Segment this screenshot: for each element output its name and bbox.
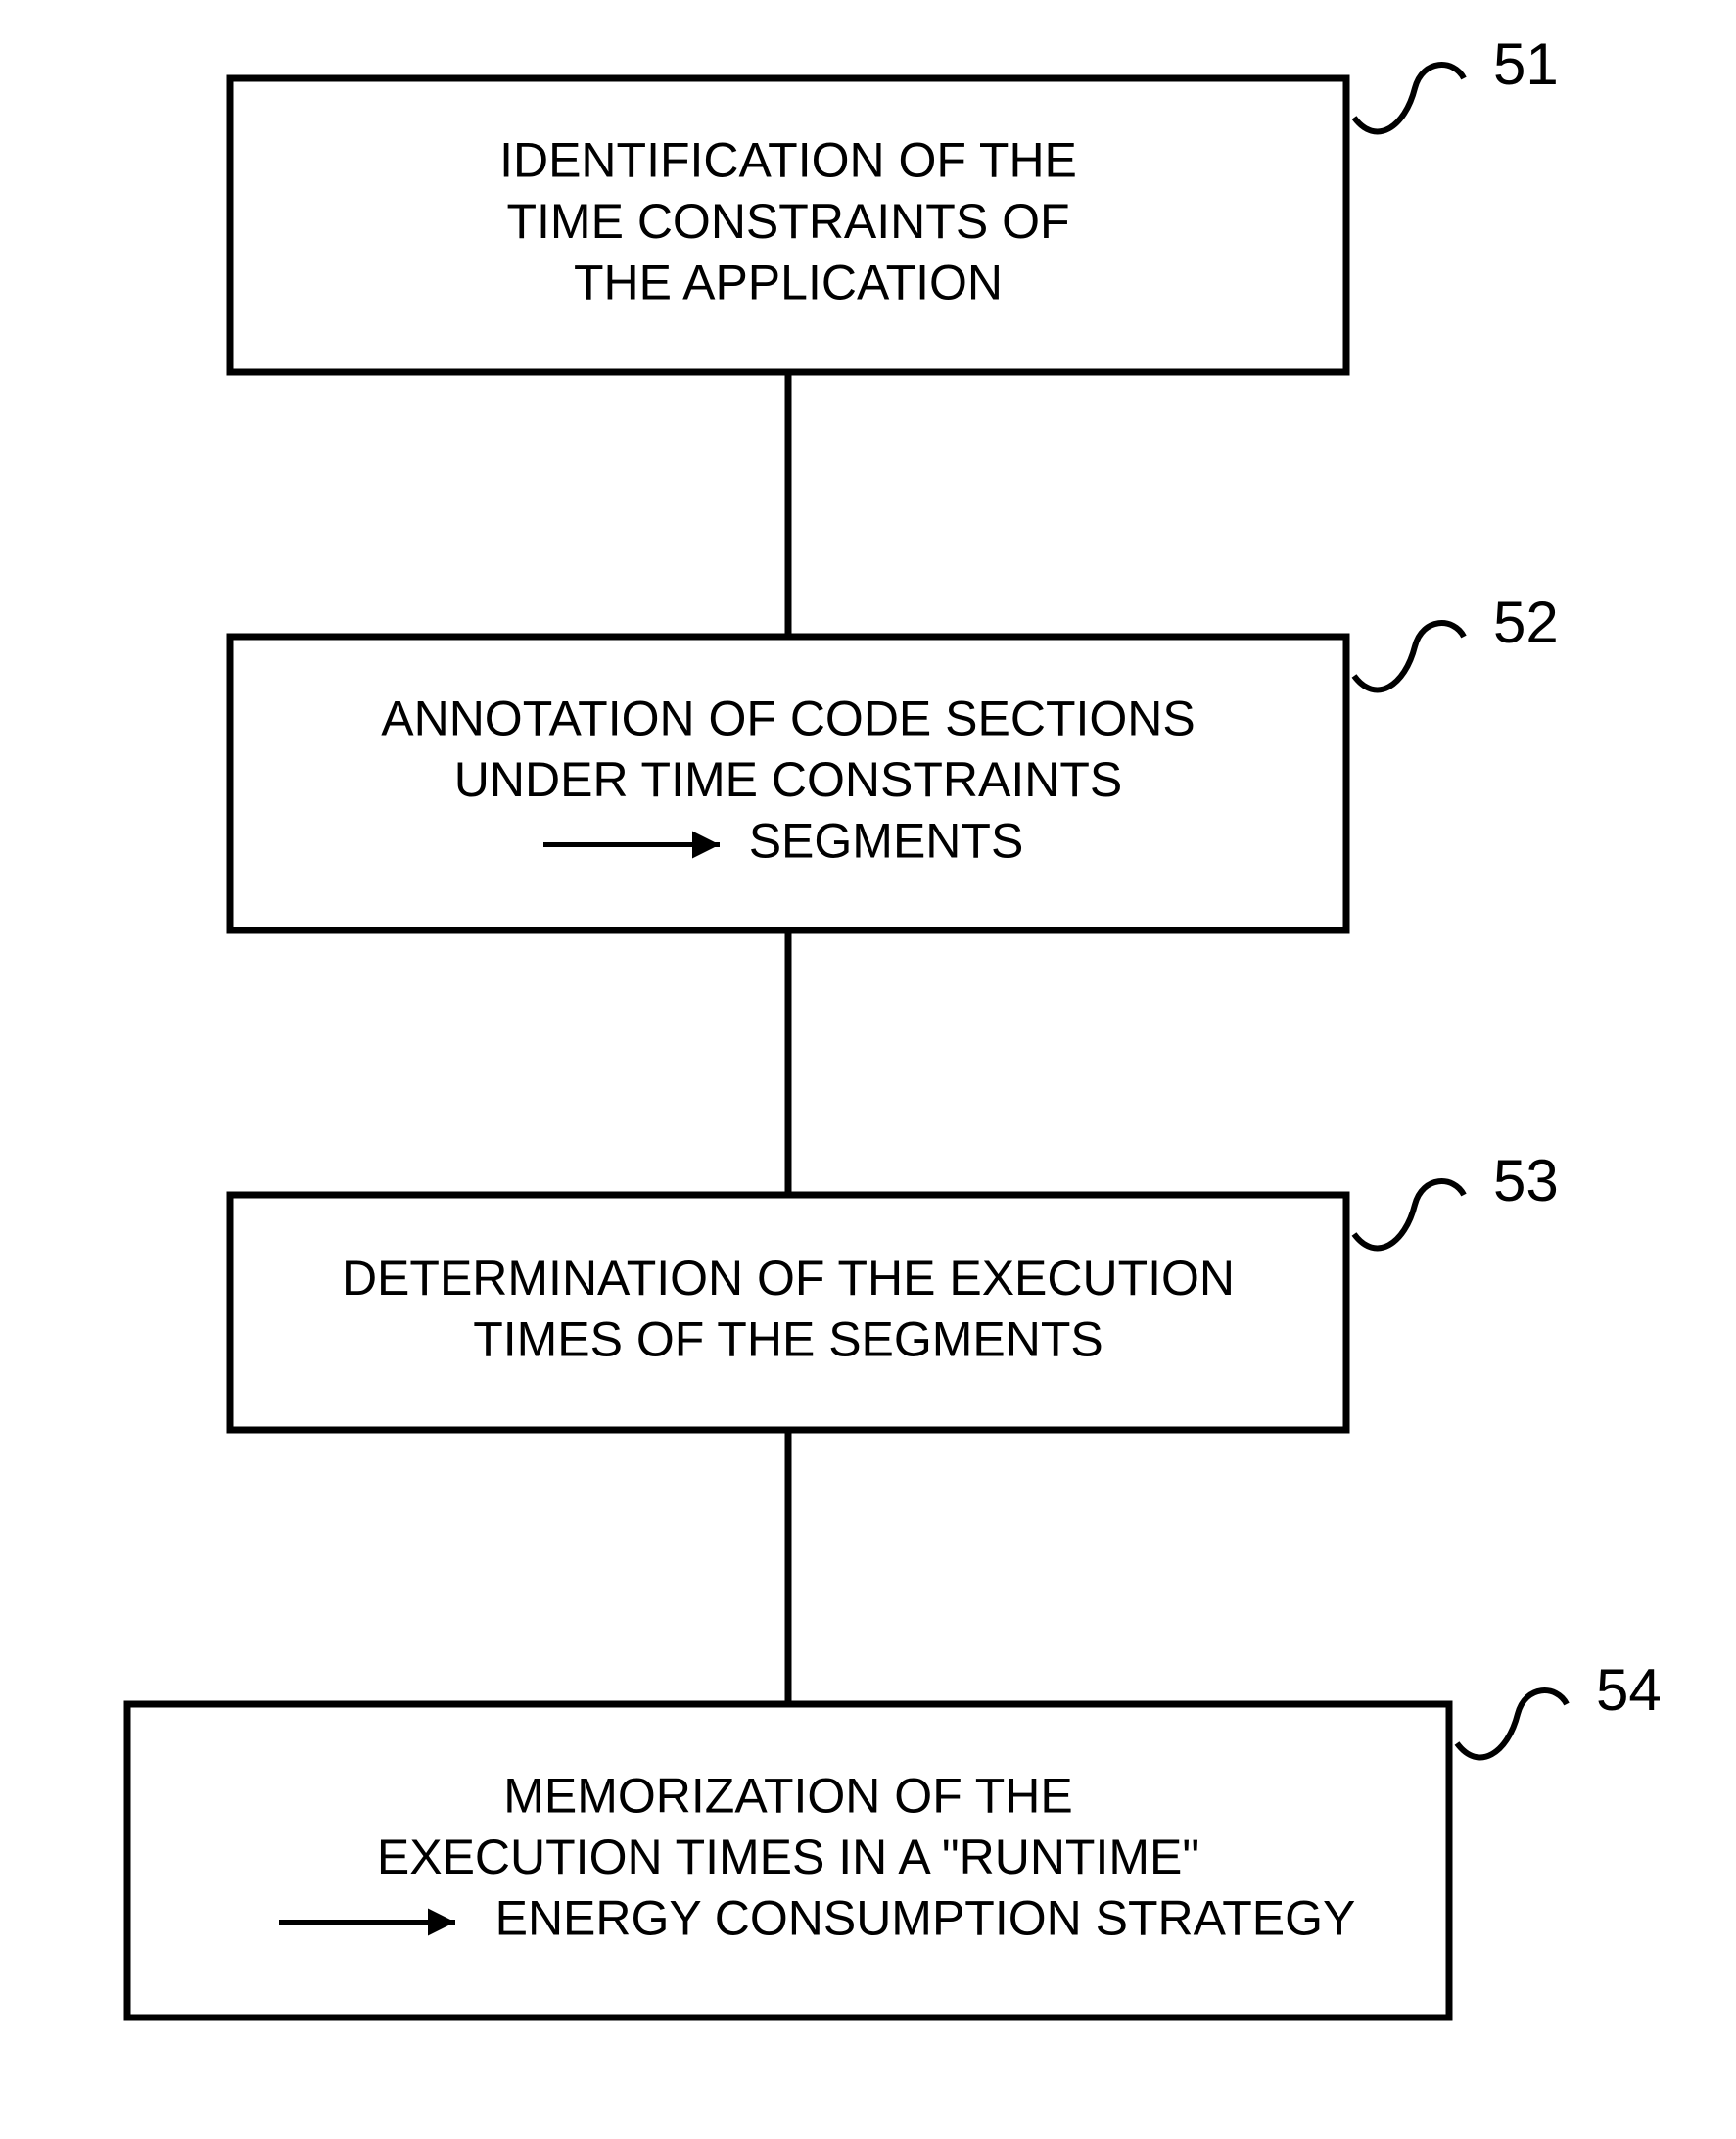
leader-line	[1354, 1181, 1464, 1248]
flow-box-text: IDENTIFICATION OF THE	[499, 133, 1077, 188]
segments-label: SEGMENTS	[749, 814, 1024, 869]
flow-box-text: EXECUTION TIMES IN A "RUNTIME"	[377, 1830, 1199, 1884]
leader-line	[1354, 65, 1464, 131]
flow-box-text: UNDER TIME CONSTRAINTS	[454, 752, 1122, 807]
reference-number: 52	[1493, 590, 1559, 655]
flow-box-text: TIMES OF THE SEGMENTS	[473, 1311, 1103, 1366]
flow-box-text: DETERMINATION OF THE EXECUTION	[342, 1251, 1235, 1306]
reference-number: 51	[1493, 31, 1559, 97]
reference-number: 53	[1493, 1148, 1559, 1213]
reference-number: 54	[1596, 1657, 1662, 1723]
flow-box-text: THE APPLICATION	[574, 256, 1003, 310]
flow-box-text: MEMORIZATION OF THE	[503, 1769, 1072, 1824]
leader-line	[1354, 623, 1464, 689]
flow-box-text: TIME CONSTRAINTS OF	[507, 194, 1070, 249]
flow-box-text: ANNOTATION OF CODE SECTIONS	[381, 691, 1196, 746]
strategy-label: ENERGY CONSUMPTION STRATEGY	[495, 1891, 1356, 1946]
leader-line	[1457, 1690, 1567, 1757]
